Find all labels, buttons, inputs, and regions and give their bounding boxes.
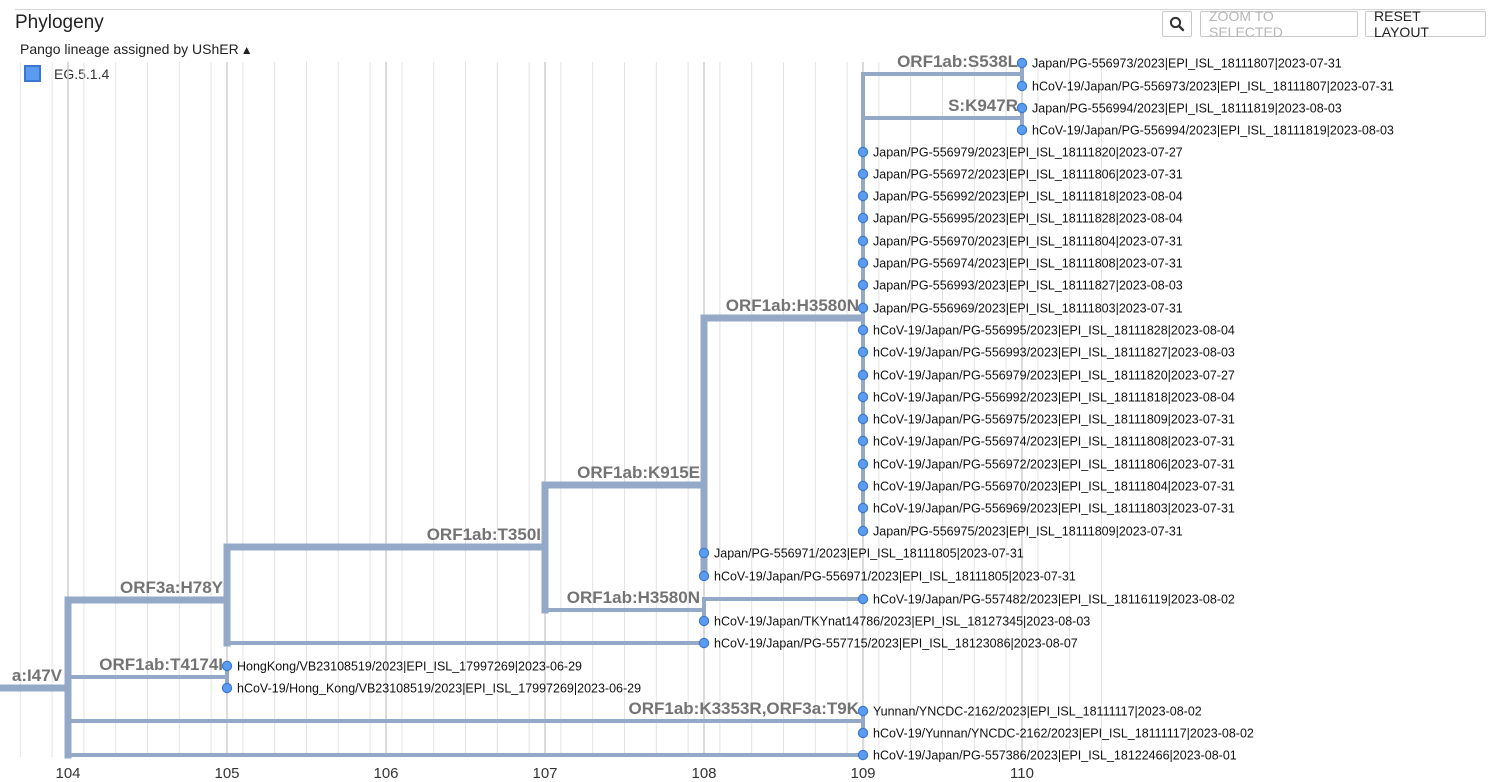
leaf-label[interactable]: hCoV-19/Japan/PG-557386/2023|EPI_ISL_181… [873,749,1237,763]
legend-swatch [24,65,41,82]
x-tick-label: 108 [691,765,716,782]
search-button[interactable] [1162,11,1192,37]
leaf-label[interactable]: Japan/PG-556970/2023|EPI_ISL_18111804|20… [873,235,1183,249]
leaf-node[interactable] [857,391,869,403]
leaf-node[interactable] [221,660,233,672]
leaf-node[interactable] [857,727,869,739]
x-tick-label: 105 [214,765,239,782]
mutation-labels: a:I47V ORF3a:H78Y ORF1ab:T350I ORF1ab:K915E… [12,52,1018,718]
zoom-to-selected-button[interactable]: ZOOM TO SELECTED [1200,8,1358,40]
mutation-label: ORF1ab:S538L [897,52,1018,71]
leaf-node[interactable] [698,615,710,627]
leaf-label[interactable]: hCoV-19/Japan/PG-556974/2023|EPI_ISL_181… [873,435,1235,449]
mutation-label: S:K947R [948,96,1018,115]
mutation-label: ORF1ab:H3580N [567,588,700,607]
leaf-node[interactable] [221,682,233,694]
leaf-label[interactable]: hCoV-19/Japan/TKYnat14786/2023|EPI_ISL_1… [714,615,1090,629]
magnifier-icon [1169,16,1185,32]
x-tick-label: 106 [373,765,398,782]
leaf-node[interactable] [1016,80,1028,92]
leaf-node[interactable] [857,458,869,470]
leaf-node[interactable] [857,279,869,291]
leaf-node[interactable] [698,637,710,649]
mutation-label: ORF1ab:K3353R,ORF3a:T9K [628,699,859,718]
x-axis: 104 105 106 107 108 109 110 [55,765,1033,782]
chevron-up-icon: ▲ [240,43,253,57]
mutation-label: ORF1ab:H3580N [726,296,859,315]
leaf-node[interactable] [857,435,869,447]
leaf-label[interactable]: Japan/PG-556992/2023|EPI_ISL_18111818|20… [873,190,1183,204]
leaf-label[interactable]: HongKong/VB23108519/2023|EPI_ISL_1799726… [237,660,582,674]
leaf-label[interactable]: hCoV-19/Japan/PG-556992/2023|EPI_ISL_181… [873,391,1235,405]
leaf-node[interactable] [857,593,869,605]
leaf-label[interactable]: hCoV-19/Japan/PG-556995/2023|EPI_ISL_181… [873,324,1235,338]
leaf-node[interactable] [698,570,710,582]
mutation-label: a:I47V [12,666,63,685]
leaf-node[interactable] [857,705,869,717]
leaf-node[interactable] [698,547,710,559]
page-title: Phylogeny [15,12,104,33]
leaf-label[interactable]: Japan/PG-556971/2023|EPI_ISL_18111805|20… [714,547,1024,561]
x-tick-label: 109 [850,765,875,782]
mutation-label: ORF1ab:T350I [427,525,541,544]
leaf-label[interactable]: Japan/PG-556975/2023|EPI_ISL_18111809|20… [873,525,1183,539]
x-tick-label: 104 [55,765,80,782]
leaf-node[interactable] [857,346,869,358]
tree-leaves: Japan/PG-556973/2023|EPI_ISL_18111807|20… [221,57,1394,763]
leaf-label[interactable]: hCoV-19/Japan/PG-556973/2023|EPI_ISL_181… [1032,80,1394,94]
mutation-label: ORF1ab:T4174I [99,655,223,674]
leaf-label[interactable]: Japan/PG-556973/2023|EPI_ISL_18111807|20… [1032,57,1342,71]
leaf-label[interactable]: Japan/PG-556995/2023|EPI_ISL_18111828|20… [873,212,1183,226]
leaf-node[interactable] [857,146,869,158]
leaf-node[interactable] [857,302,869,314]
legend-title-text: Pango lineage assigned by UShER [20,41,239,57]
leaf-node[interactable] [857,525,869,537]
leaf-label[interactable]: hCoV-19/Japan/PG-556975/2023|EPI_ISL_181… [873,413,1235,427]
leaf-node[interactable] [1016,102,1028,114]
leaf-label[interactable]: hCoV-19/Hong_Kong/VB23108519/2023|EPI_IS… [237,682,641,696]
leaf-label[interactable]: hCoV-19/Japan/PG-556971/2023|EPI_ISL_181… [714,570,1076,584]
leaf-label[interactable]: hCoV-19/Japan/PG-556993/2023|EPI_ISL_181… [873,346,1235,360]
leaf-node[interactable] [857,235,869,247]
leaf-node[interactable] [857,502,869,514]
leaf-node[interactable] [857,324,869,336]
leaf-node[interactable] [857,413,869,425]
grid-lines [19,62,1102,757]
mutation-label: ORF3a:H78Y [120,578,224,597]
leaf-label[interactable]: hCoV-19/Japan/PG-557715/2023|EPI_ISL_181… [714,637,1078,651]
leaf-label[interactable]: Japan/PG-556974/2023|EPI_ISL_18111808|20… [873,257,1183,271]
leaf-label[interactable]: hCoV-19/Yunnan/YNCDC-2162/2023|EPI_ISL_1… [873,727,1254,741]
leaf-node[interactable] [857,212,869,224]
leaf-label[interactable]: Japan/PG-556993/2023|EPI_ISL_18111827|20… [873,279,1183,293]
leaf-label[interactable]: Japan/PG-556979/2023|EPI_ISL_18111820|20… [873,146,1183,160]
x-tick-label: 110 [1010,765,1034,782]
leaf-node[interactable] [1016,124,1028,136]
leaf-label[interactable]: hCoV-19/Japan/PG-557482/2023|EPI_ISL_181… [873,593,1235,607]
leaf-node[interactable] [857,369,869,381]
mutation-label: ORF1ab:K915E [577,463,700,482]
leaf-label[interactable]: Yunnan/YNCDC-2162/2023|EPI_ISL_18111117|… [873,705,1202,719]
leaf-label[interactable]: hCoV-19/Japan/PG-556979/2023|EPI_ISL_181… [873,369,1235,383]
x-tick-label: 107 [532,765,557,782]
leaf-label[interactable]: Japan/PG-556969/2023|EPI_ISL_18111803|20… [873,302,1183,316]
header-divider [15,9,1485,10]
leaf-node[interactable] [857,168,869,180]
leaf-label[interactable]: hCoV-19/Japan/PG-556969/2023|EPI_ISL_181… [873,502,1235,516]
leaf-node[interactable] [857,480,869,492]
leaf-label[interactable]: hCoV-19/Japan/PG-556970/2023|EPI_ISL_181… [873,480,1235,494]
leaf-label[interactable]: hCoV-19/Japan/PG-556994/2023|EPI_ISL_181… [1032,124,1394,138]
leaf-label[interactable]: Japan/PG-556972/2023|EPI_ISL_18111806|20… [873,168,1183,182]
leaf-label[interactable]: Japan/PG-556994/2023|EPI_ISL_18111819|20… [1032,102,1342,116]
reset-layout-button[interactable]: RESET LAYOUT [1365,8,1486,40]
leaf-label[interactable]: hCoV-19/Japan/PG-556972/2023|EPI_ISL_181… [873,458,1235,472]
leaf-node[interactable] [857,257,869,269]
tree-branches [0,61,1024,759]
leaf-node[interactable] [857,749,869,761]
leaf-node[interactable] [1016,57,1028,69]
legend-toggle[interactable]: Pango lineage assigned by UShER ▲ [20,41,253,57]
leaf-node[interactable] [857,190,869,202]
